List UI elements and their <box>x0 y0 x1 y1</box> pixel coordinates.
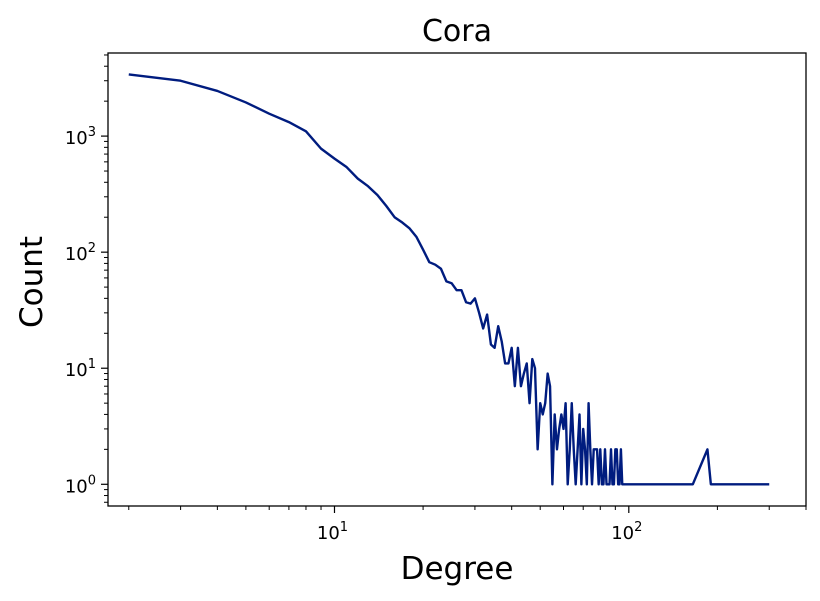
y-tick-label: 102 <box>65 241 96 265</box>
y-tick-label: 101 <box>65 357 96 381</box>
y-axis-label: Count <box>14 236 50 328</box>
y-tick-label: 100 <box>65 473 96 497</box>
x-axis-label: Degree <box>401 551 514 587</box>
axis-ticks-layer: 101 102 100 101 102 103 <box>65 54 807 544</box>
plot-data-layer <box>128 73 770 486</box>
x-tick-label: 101 <box>317 520 348 544</box>
chart-title: Cora <box>422 14 492 49</box>
x-tick-label: 102 <box>611 520 642 544</box>
y-tick-label: 103 <box>65 125 96 149</box>
series-line-0 <box>128 73 770 486</box>
plot-area-frame <box>107 52 807 507</box>
